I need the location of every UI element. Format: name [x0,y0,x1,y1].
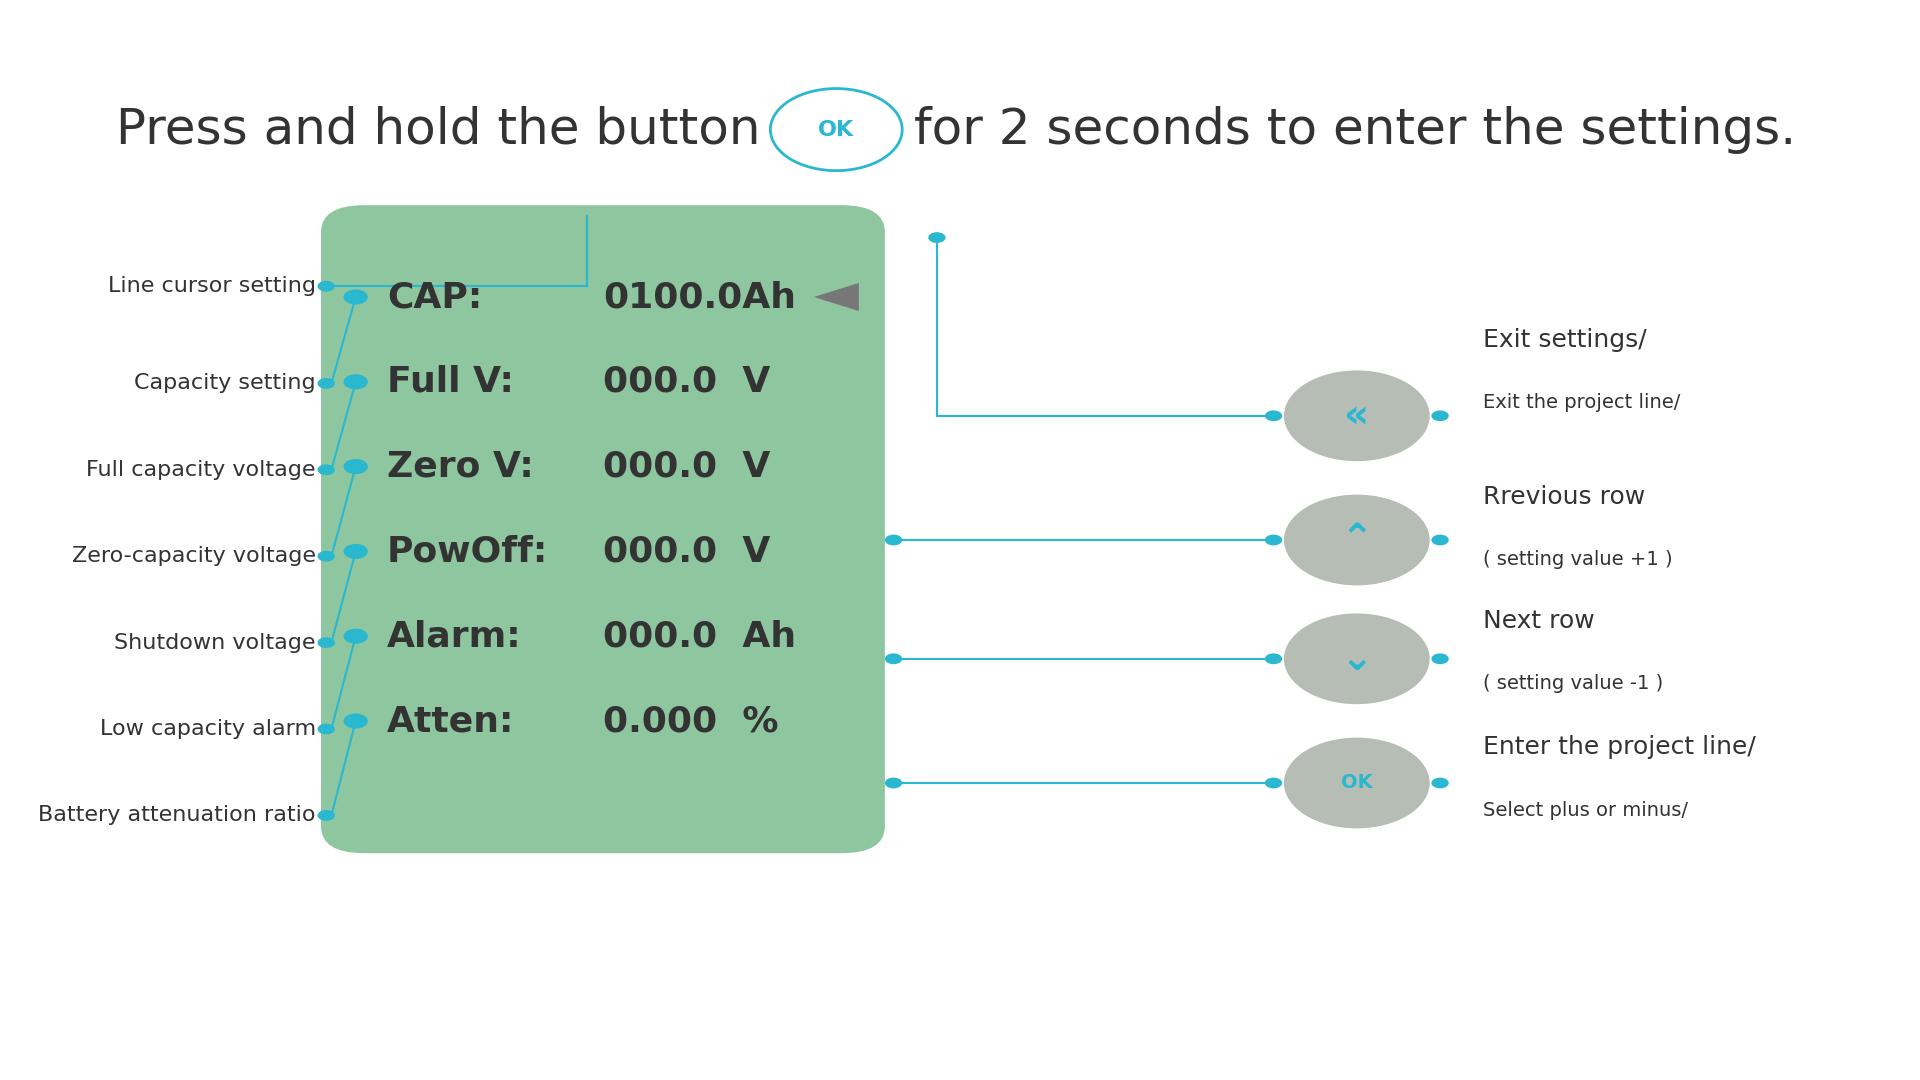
Circle shape [317,464,334,475]
Text: Exit settings/: Exit settings/ [1484,328,1647,352]
Text: Rrevious row: Rrevious row [1484,485,1645,509]
Text: Zero-capacity voltage: Zero-capacity voltage [71,546,315,566]
Text: Full V:: Full V: [388,365,515,399]
Text: ( setting value -1 ): ( setting value -1 ) [1484,674,1665,693]
Text: 0.000  %: 0.000 % [603,704,778,738]
Text: ⌄: ⌄ [1340,639,1373,678]
Circle shape [885,653,902,664]
Text: 000.0  V: 000.0 V [603,449,770,484]
Text: Exit the project line/: Exit the project line/ [1484,393,1680,413]
Circle shape [1432,778,1450,788]
Text: Full capacity voltage: Full capacity voltage [86,460,315,480]
Text: Select plus or minus/: Select plus or minus/ [1484,800,1688,820]
Circle shape [1432,535,1450,545]
Circle shape [317,281,334,292]
FancyBboxPatch shape [321,205,885,853]
Circle shape [344,714,369,729]
Circle shape [1265,410,1283,421]
Text: CAP:: CAP: [388,280,482,314]
Text: 000.0  V: 000.0 V [603,535,770,568]
Circle shape [885,778,902,788]
Circle shape [344,459,369,474]
Text: Enter the project line/: Enter the project line/ [1484,735,1757,759]
Circle shape [317,378,334,389]
Circle shape [344,629,369,644]
Polygon shape [814,283,858,311]
Circle shape [1432,653,1450,664]
Text: Battery attenuation ratio: Battery attenuation ratio [38,806,315,825]
Text: OK: OK [1340,773,1373,793]
Text: Next row: Next row [1484,609,1596,633]
Circle shape [344,375,369,390]
Circle shape [317,551,334,562]
Circle shape [317,810,334,821]
Text: Shutdown voltage: Shutdown voltage [115,633,315,652]
Circle shape [317,724,334,734]
Circle shape [1284,613,1430,704]
Text: «: « [1344,396,1369,435]
Text: Press and hold the button: Press and hold the button [117,106,760,153]
Text: Alarm:: Alarm: [388,619,522,653]
Circle shape [927,232,945,243]
Text: Line cursor setting: Line cursor setting [108,276,315,296]
Circle shape [1265,653,1283,664]
Circle shape [344,544,369,559]
Text: Capacity setting: Capacity setting [134,374,315,393]
Text: PowOff:: PowOff: [388,535,549,568]
Circle shape [1284,738,1430,828]
Text: 0100.0Ah: 0100.0Ah [603,280,797,314]
Text: ⌃: ⌃ [1340,521,1373,559]
Text: Atten:: Atten: [388,704,515,738]
Text: for 2 seconds to enter the settings.: for 2 seconds to enter the settings. [914,106,1797,153]
Text: 000.0  Ah: 000.0 Ah [603,619,797,653]
Text: Low capacity alarm: Low capacity alarm [100,719,315,739]
Circle shape [1265,535,1283,545]
Circle shape [770,89,902,171]
Circle shape [1265,778,1283,788]
Circle shape [1432,410,1450,421]
Circle shape [1284,370,1430,461]
Text: Zero V:: Zero V: [388,449,534,484]
Circle shape [344,289,369,305]
Circle shape [1284,495,1430,585]
Text: ( setting value +1 ): ( setting value +1 ) [1484,550,1672,569]
Circle shape [885,535,902,545]
Circle shape [317,637,334,648]
Text: OK: OK [818,120,854,139]
Text: 000.0  V: 000.0 V [603,365,770,399]
